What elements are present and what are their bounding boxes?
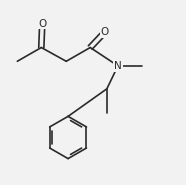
Text: O: O <box>38 19 46 29</box>
Text: O: O <box>101 27 109 37</box>
Text: N: N <box>114 61 122 71</box>
